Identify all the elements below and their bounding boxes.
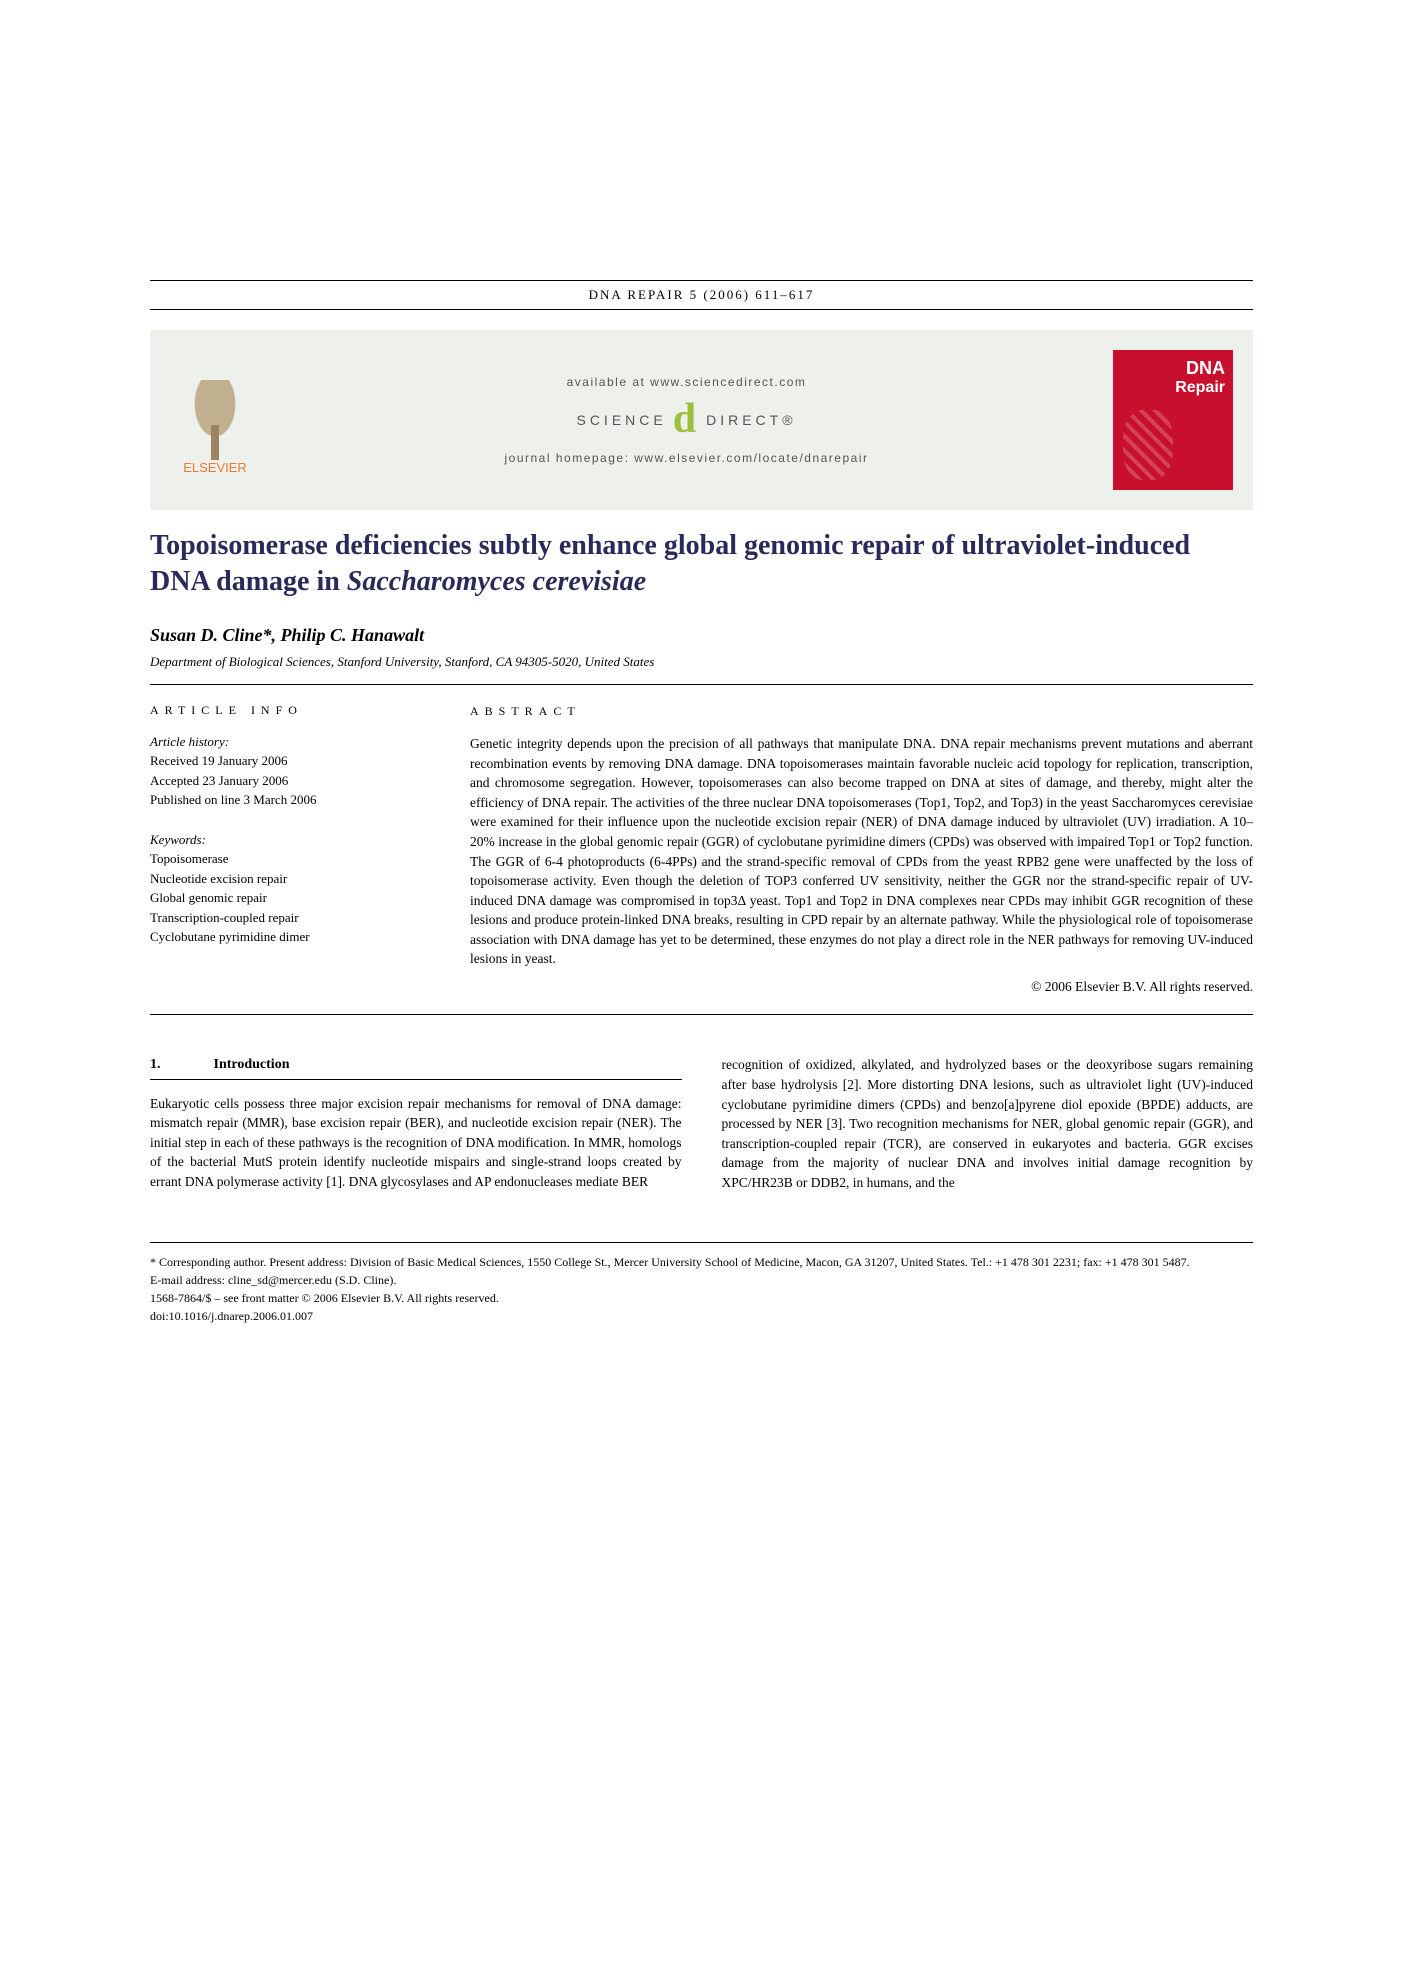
footer: * Corresponding author. Present address:…: [150, 1242, 1253, 1325]
keyword: Global genomic repair: [150, 890, 267, 905]
journal-cover: DNA Repair: [1113, 350, 1233, 490]
accepted: Accepted 23 January 2006: [150, 773, 288, 788]
published: Published on line 3 March 2006: [150, 792, 316, 807]
elsevier-text: ELSEVIER: [183, 460, 247, 475]
received: Received 19 January 2006: [150, 753, 288, 768]
running-header: DNA REPAIR 5 (2006) 611–617: [150, 280, 1253, 310]
abstract-text: Genetic integrity depends upon the preci…: [470, 734, 1253, 969]
article-info: ARTICLE INFO Article history: Received 1…: [150, 703, 430, 997]
cover-line2: Repair: [1121, 379, 1225, 397]
sd-d-icon: d: [673, 407, 700, 432]
title-main: Topoisomerase deficiencies subtly enhanc…: [150, 530, 1190, 597]
intro-col-left: 1. Introduction Eukaryotic cells possess…: [150, 1055, 682, 1192]
cover-line1: DNA: [1186, 358, 1225, 378]
issn-line: 1568-7864/$ – see front matter © 2006 El…: [150, 1289, 1253, 1307]
abstract: ABSTRACT Genetic integrity depends upon …: [470, 703, 1253, 997]
intro-para-2: recognition of oxidized, alkylated, and …: [722, 1055, 1254, 1192]
homepage-text: journal homepage: www.elsevier.com/locat…: [260, 451, 1113, 465]
cover-title: DNA Repair: [1121, 358, 1225, 397]
intro-heading: 1. Introduction: [150, 1055, 682, 1079]
keywords: Keywords: Topoisomerase Nucleotide excis…: [150, 830, 430, 947]
authors: Susan D. Cline*, Philip C. Hanawalt: [150, 625, 1253, 646]
keywords-label: Keywords:: [150, 832, 206, 847]
dna-helix-icon: [1123, 410, 1173, 480]
abstract-heading: ABSTRACT: [470, 703, 1253, 720]
sciencedirect-logo: SCIENCE d DIRECT®: [576, 407, 796, 432]
keyword: Cyclobutane pyrimidine dimer: [150, 929, 310, 944]
article-history: Article history: Received 19 January 200…: [150, 732, 430, 810]
section-num: 1.: [150, 1055, 210, 1075]
info-abstract-row: ARTICLE INFO Article history: Received 1…: [150, 703, 1253, 1016]
intro-section: 1. Introduction Eukaryotic cells possess…: [150, 1055, 1253, 1192]
email-label: E-mail address:: [150, 1273, 225, 1287]
title-species: Saccharomyces cerevisiae: [347, 566, 646, 597]
section-title: Introduction: [214, 1057, 290, 1072]
keyword: Topoisomerase: [150, 851, 229, 866]
corresponding-author: * Corresponding author. Present address:…: [150, 1253, 1253, 1271]
elsevier-tree-icon: [180, 380, 250, 460]
keyword: Transcription-coupled repair: [150, 910, 299, 925]
email-line: E-mail address: cline_sd@mercer.edu (S.D…: [150, 1271, 1253, 1289]
banner-center: available at www.sciencedirect.com SCIEN…: [260, 375, 1113, 464]
sd-right: DIRECT®: [706, 412, 796, 428]
info-heading: ARTICLE INFO: [150, 703, 430, 718]
affiliation: Department of Biological Sciences, Stanf…: [150, 654, 1253, 685]
email: cline_sd@mercer.edu (S.D. Cline).: [228, 1273, 396, 1287]
doi-line: doi:10.1016/j.dnarep.2006.01.007: [150, 1307, 1253, 1325]
intro-col-right: recognition of oxidized, alkylated, and …: [722, 1055, 1254, 1192]
history-label: Article history:: [150, 734, 229, 749]
copyright: © 2006 Elsevier B.V. All rights reserved…: [470, 977, 1253, 997]
keyword: Nucleotide excision repair: [150, 871, 287, 886]
journal-banner: ELSEVIER available at www.sciencedirect.…: [150, 330, 1253, 510]
article-title: Topoisomerase deficiencies subtly enhanc…: [150, 528, 1253, 601]
elsevier-logo: ELSEVIER: [170, 365, 260, 475]
available-text: available at www.sciencedirect.com: [260, 375, 1113, 389]
sd-left: SCIENCE: [576, 412, 666, 428]
intro-para-1: Eukaryotic cells possess three major exc…: [150, 1094, 682, 1192]
